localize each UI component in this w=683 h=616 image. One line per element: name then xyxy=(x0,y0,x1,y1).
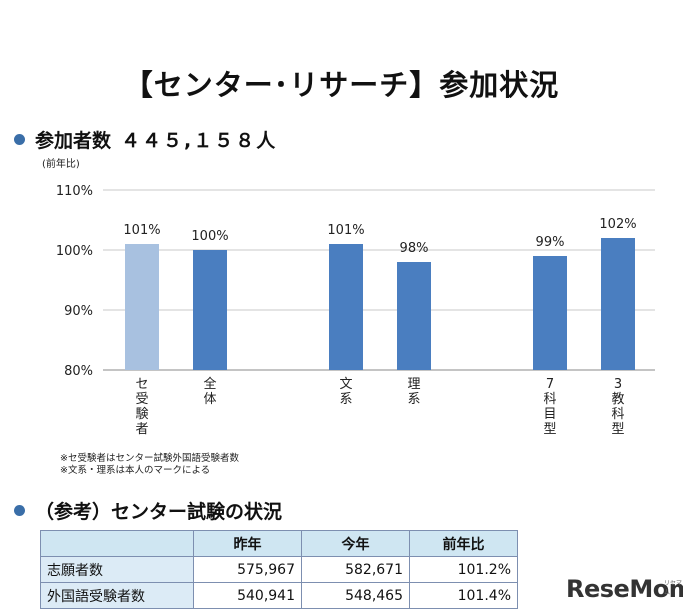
bullet-icon xyxy=(14,134,25,145)
table-header-cell: 前年比 xyxy=(409,530,518,557)
bar-value-label: 100% xyxy=(191,229,228,244)
bar xyxy=(533,256,567,370)
bar-value-label: 101% xyxy=(327,223,364,238)
reference-heading: （参考）センター試験の状況 xyxy=(14,497,282,524)
y-tick-label: 80% xyxy=(64,364,93,379)
y-tick-label: 90% xyxy=(64,304,93,319)
table-cell: 548,465 xyxy=(301,582,410,609)
x-category-label: 目 xyxy=(543,407,556,422)
bar xyxy=(125,244,159,370)
table-cell: 101.2% xyxy=(409,556,518,583)
x-category-label: 系 xyxy=(407,392,420,407)
x-category-label: 型 xyxy=(543,422,556,437)
x-category-label: 受 xyxy=(135,392,148,407)
x-category-label: セ xyxy=(135,377,148,392)
x-category-label: 教 xyxy=(611,391,624,407)
x-category-label: 験 xyxy=(135,407,148,422)
y-axis-note: (前年比) xyxy=(42,159,80,170)
table-header-cell: 昨年 xyxy=(193,530,302,557)
x-category-label: 文 xyxy=(339,377,352,392)
bar-value-label: 102% xyxy=(599,217,636,232)
x-category-label: 者 xyxy=(135,422,148,437)
table-cell: 575,967 xyxy=(193,556,302,583)
table-row: 志願者数 575,967 582,671 101.2% xyxy=(40,556,518,583)
page-title: 【センター･リサーチ】参加状況 xyxy=(123,68,560,102)
bar-value-label: 101% xyxy=(123,223,160,238)
bar-value-label: 99% xyxy=(536,235,565,250)
table-cell: 582,671 xyxy=(301,556,410,583)
reference-label: （参考）センター試験の状況 xyxy=(35,501,283,523)
x-category-label: 科 xyxy=(611,407,624,422)
x-category-label: 型 xyxy=(611,422,624,437)
x-category-label: 3 xyxy=(614,377,622,392)
participants-label: 参加者数 xyxy=(35,130,112,152)
bar xyxy=(329,244,363,370)
bar-value-label: 98% xyxy=(400,241,429,256)
reference-table: 昨年 今年 前年比 志願者数 575,967 582,671 101.2% 外国… xyxy=(40,530,518,609)
x-category-label: 科 xyxy=(543,392,556,407)
table-row: 外国語受験者数 540,941 548,465 101.4% xyxy=(40,582,518,609)
x-category-label: 7 xyxy=(546,377,554,392)
brand-logo: ReseMom xyxy=(566,575,683,603)
bullet-icon xyxy=(14,505,25,516)
table-header-cell: 今年 xyxy=(301,530,410,557)
note-line: ※文系・理系は本人のマークによる xyxy=(60,465,211,476)
note-line: ※セ受験者はセンター試験外国語受験者数 xyxy=(60,453,239,464)
participants-value: ４４５,１５８人 xyxy=(121,130,278,152)
x-category-label: 理 xyxy=(407,377,420,392)
bar xyxy=(601,238,635,370)
bar-chart: 110%100%90%80%101%セ受験者100%全体101%文系98%理系9… xyxy=(56,184,655,437)
x-category-label: 全 xyxy=(203,376,216,392)
table-cell: 540,941 xyxy=(193,582,302,609)
table-header-cell xyxy=(40,530,194,557)
chart-notes: ※セ受験者はセンター試験外国語受験者数 ※文系・理系は本人のマークによる xyxy=(60,453,239,477)
bar xyxy=(397,262,431,370)
x-category-label: 体 xyxy=(203,392,216,407)
x-category-label: 系 xyxy=(339,392,352,407)
bar xyxy=(193,250,227,370)
table-header-row: 昨年 今年 前年比 xyxy=(40,530,518,557)
table-cell: 101.4% xyxy=(409,582,518,609)
participants-heading: 参加者数 ４４５,１５８人 xyxy=(14,126,277,153)
table-cell: 志願者数 xyxy=(40,556,194,583)
table-cell: 外国語受験者数 xyxy=(40,582,194,609)
y-tick-label: 110% xyxy=(56,184,93,199)
y-tick-label: 100% xyxy=(56,244,93,259)
brand-sub: リセマム xyxy=(664,580,683,596)
